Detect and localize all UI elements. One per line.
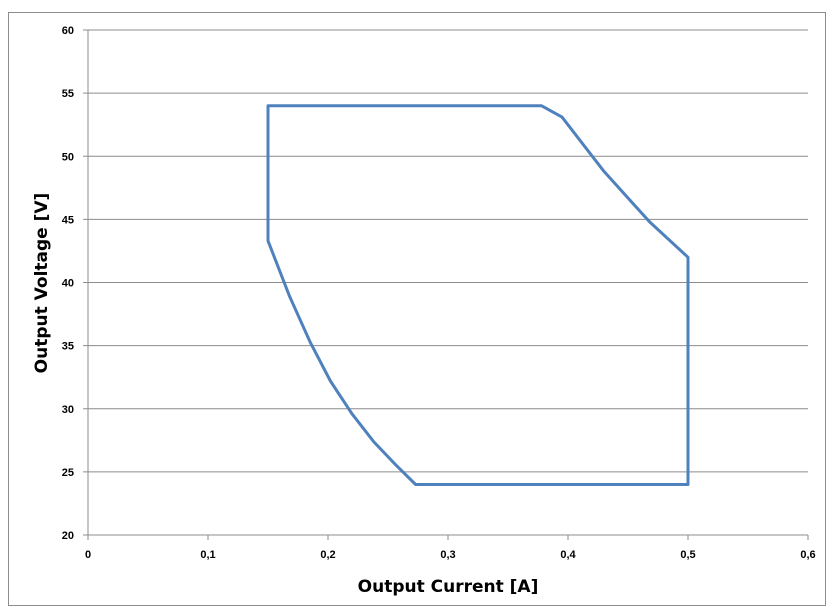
y-tick-label-55: 55 [62, 88, 74, 100]
y-tick-label-50: 50 [62, 151, 74, 163]
y-tick-label-25: 25 [62, 467, 74, 479]
x-axis-title: Output Current [A] [358, 577, 539, 597]
y-tick-label-35: 35 [62, 341, 74, 353]
x-tick-label-3: 0,3 [440, 549, 455, 561]
axes [83, 29, 809, 540]
grid [88, 29, 808, 473]
tick-labels: 20 25 30 35 40 45 50 55 60 0 0,1 0,2 0,3 0,4 0,5 0,6 [62, 25, 816, 561]
chart-frame [8, 12, 826, 606]
x-tick-label-5: 0,5 [680, 549, 695, 561]
x-tick-label-4: 0,4 [560, 549, 576, 561]
y-axis-title: Output Voltage [V] [32, 193, 52, 374]
series-line-0 [266, 104, 690, 486]
y-tick-label-45: 45 [62, 214, 74, 226]
y-tick-label-30: 30 [62, 404, 74, 416]
x-tick-label-1: 0,1 [200, 549, 215, 561]
x-tick-label-6: 0,6 [800, 549, 815, 561]
y-tick-label-40: 40 [62, 278, 74, 290]
x-tick-label-2: 0,2 [320, 549, 335, 561]
y-tick-label-20: 20 [62, 530, 74, 542]
y-tick-label-60: 60 [62, 25, 74, 37]
x-tick-label-0: 0 [85, 549, 91, 561]
series-layer [266, 104, 690, 486]
